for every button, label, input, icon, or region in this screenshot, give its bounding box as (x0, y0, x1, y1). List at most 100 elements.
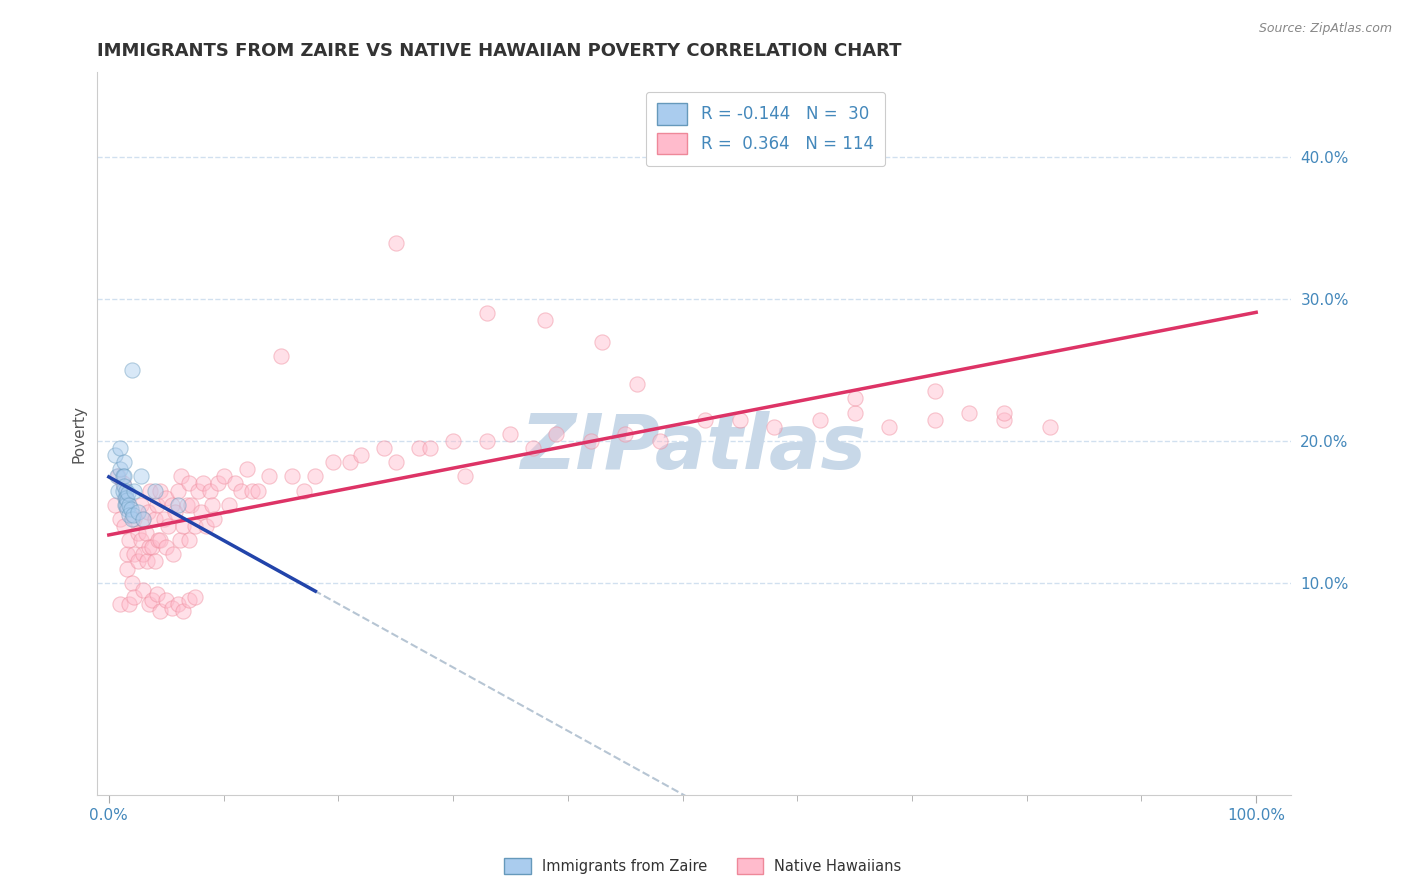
Point (169, 533, 191, 548)
Point (146, 498, 169, 512)
Point (993, 412, 1015, 426)
Point (533, 313, 555, 327)
Point (115, 483, 138, 498)
Point (924, 412, 946, 426)
Point (166, 498, 188, 512)
Point (129, 469, 152, 483)
Point (105, 469, 128, 483)
Point (112, 479, 135, 493)
Text: Source: ZipAtlas.com: Source: ZipAtlas.com (1258, 22, 1392, 36)
Point (138, 541, 160, 555)
Point (132, 582, 155, 597)
Y-axis label: Poverty: Poverty (72, 405, 86, 463)
Point (477, 434, 499, 448)
Text: IMMIGRANTS FROM ZAIRE VS NATIVE HAWAIIAN POVERTY CORRELATION CHART: IMMIGRANTS FROM ZAIRE VS NATIVE HAWAIIAN… (97, 42, 901, 60)
Point (281, 469, 304, 483)
Point (350, 448, 373, 462)
Point (180, 498, 202, 512)
Point (112, 455, 135, 469)
Legend: R = -0.144   N =  30, R =  0.364   N = 114: R = -0.144 N = 30, R = 0.364 N = 114 (645, 92, 886, 166)
Point (110, 462, 132, 476)
Point (114, 491, 136, 505)
Point (626, 377, 648, 392)
Point (138, 597, 160, 611)
Point (107, 469, 129, 483)
Point (453, 469, 475, 483)
Point (546, 426, 568, 441)
Point (441, 434, 464, 448)
Text: ZIPatlas: ZIPatlas (522, 411, 868, 485)
Point (111, 483, 134, 498)
Point (212, 469, 235, 483)
Point (127, 505, 149, 519)
Point (149, 483, 172, 498)
Point (122, 512, 145, 526)
Point (993, 406, 1015, 420)
Point (135, 554, 157, 568)
Point (129, 533, 152, 548)
Point (160, 498, 183, 512)
Point (207, 476, 229, 491)
Point (122, 483, 145, 498)
Point (103, 498, 125, 512)
Point (146, 587, 169, 601)
Point (184, 519, 207, 533)
Point (115, 561, 138, 575)
Point (957, 406, 980, 420)
Point (763, 419, 786, 434)
Point (648, 434, 671, 448)
Point (808, 412, 831, 426)
Point (187, 483, 209, 498)
Point (339, 455, 361, 469)
Point (146, 533, 169, 548)
Point (614, 426, 637, 441)
Point (191, 476, 214, 491)
Point (139, 483, 162, 498)
Point (118, 597, 141, 611)
Point (112, 519, 135, 533)
Point (141, 541, 163, 555)
Point (117, 486, 139, 500)
Point (149, 604, 172, 618)
Point (149, 533, 172, 548)
Point (121, 512, 143, 526)
Point (165, 505, 187, 519)
Point (924, 384, 946, 399)
Point (115, 491, 138, 505)
Point (198, 483, 221, 498)
Point (121, 363, 143, 377)
Point (143, 512, 166, 526)
Point (162, 547, 184, 561)
Point (844, 406, 866, 420)
Point (408, 441, 430, 455)
Point (218, 498, 240, 512)
Point (172, 604, 194, 618)
Point (157, 519, 180, 533)
Point (115, 547, 138, 561)
Point (373, 441, 395, 455)
Point (122, 547, 145, 561)
Point (127, 554, 149, 568)
Point (160, 601, 183, 615)
Point (141, 592, 163, 607)
Point (143, 554, 166, 568)
Point (155, 541, 177, 555)
Point (190, 505, 212, 519)
Point (166, 483, 188, 498)
Point (166, 597, 188, 611)
Point (477, 306, 499, 320)
Point (579, 434, 602, 448)
Point (132, 547, 155, 561)
Point (246, 483, 269, 498)
Point (115, 493, 138, 508)
Point (322, 455, 344, 469)
Point (384, 235, 406, 250)
Point (591, 334, 613, 349)
Point (419, 441, 441, 455)
Point (111, 469, 134, 483)
Point (195, 519, 218, 533)
Point (259, 469, 281, 483)
Point (170, 469, 193, 483)
Point (118, 508, 141, 522)
Point (728, 412, 751, 426)
